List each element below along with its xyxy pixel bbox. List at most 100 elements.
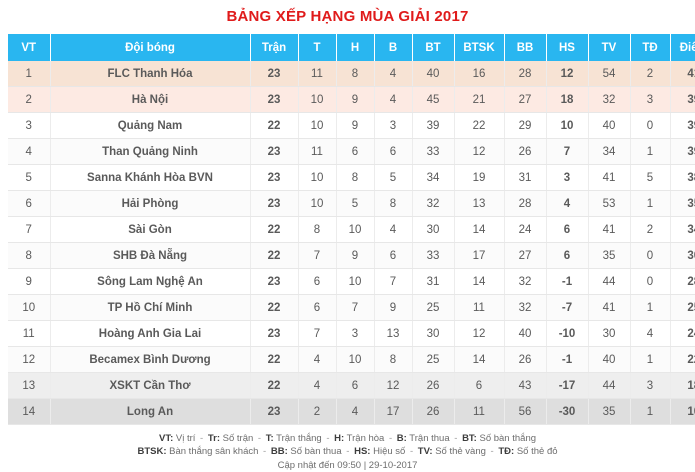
- cell-pos: 12: [8, 346, 51, 373]
- cell-gfa: 21: [454, 86, 505, 113]
- cell-team: FLC Thanh Hóa: [50, 61, 251, 87]
- cell-gd: -1: [546, 346, 589, 373]
- cell-ga: 43: [504, 372, 547, 399]
- cell-draw: 9: [336, 242, 375, 269]
- cell-gf: 32: [412, 190, 455, 217]
- cell-draw: 9: [336, 112, 375, 139]
- cell-loss: 12: [374, 372, 413, 399]
- cell-pos: 13: [8, 372, 51, 399]
- column-header-ga[interactable]: BB: [504, 34, 547, 61]
- column-header-yellow[interactable]: TV: [588, 34, 631, 61]
- cell-red: 1: [630, 398, 671, 425]
- cell-gd: 4: [546, 190, 589, 217]
- column-header-points[interactable]: Điểm: [670, 34, 695, 61]
- cell-gfa: 17: [454, 242, 505, 269]
- cell-team: XSKT Cần Thơ: [50, 372, 251, 399]
- column-header-gf[interactable]: BT: [412, 34, 455, 61]
- cell-ga: 28: [504, 190, 547, 217]
- column-header-played[interactable]: Trận: [250, 34, 299, 61]
- legend-value: Số thẻ vàng: [432, 446, 486, 457]
- cell-loss: 5: [374, 164, 413, 191]
- cell-team: Hải Phòng: [50, 190, 251, 217]
- cell-pos: 2: [8, 86, 51, 113]
- cell-loss: 4: [374, 86, 413, 113]
- cell-red: 0: [630, 242, 671, 269]
- page-title: BẢNG XẾP HẠNG MÙA GIẢI 2017: [226, 8, 469, 25]
- cell-ga: 28: [504, 61, 547, 87]
- column-header-loss[interactable]: B: [374, 34, 413, 61]
- column-header-draw[interactable]: H: [336, 34, 375, 61]
- cell-points: 35: [670, 190, 695, 217]
- cell-win: 2: [298, 398, 337, 425]
- cell-loss: 6: [374, 242, 413, 269]
- cell-yellow: 41: [588, 294, 631, 321]
- cell-ga: 32: [504, 268, 547, 295]
- cell-loss: 3: [374, 112, 413, 139]
- cell-points: 30: [670, 242, 695, 269]
- cell-points: 10: [670, 398, 695, 425]
- table-row[interactable]: 2Hà Nội2310944521271832339: [8, 86, 695, 113]
- cell-draw: 5: [336, 190, 375, 217]
- cell-gfa: 11: [454, 398, 505, 425]
- cell-win: 10: [298, 86, 337, 113]
- cell-draw: 6: [336, 372, 375, 399]
- cell-pos: 7: [8, 216, 51, 243]
- cell-gfa: 11: [454, 294, 505, 321]
- cell-yellow: 32: [588, 86, 631, 113]
- column-header-team[interactable]: Đội bóng: [50, 34, 251, 61]
- cell-played: 22: [250, 112, 299, 139]
- column-header-red[interactable]: TĐ: [630, 34, 671, 61]
- cell-pos: 14: [8, 398, 51, 425]
- cell-team: Hà Nội: [50, 86, 251, 113]
- cell-yellow: 44: [588, 268, 631, 295]
- legend-value: Vị trí: [173, 433, 196, 444]
- cell-red: 2: [630, 61, 671, 87]
- cell-yellow: 30: [588, 320, 631, 347]
- cell-team: Sông Lam Nghệ An: [50, 268, 251, 295]
- cell-win: 4: [298, 346, 337, 373]
- legend-key: H:: [334, 433, 345, 444]
- column-header-gd[interactable]: HS: [546, 34, 589, 61]
- cell-draw: 4: [336, 398, 375, 425]
- cell-win: 4: [298, 372, 337, 399]
- standings-page: BẢNG XẾP HẠNG MÙA GIẢI 2017 VT Đội bóng Tr…: [8, 8, 695, 471]
- cell-gd: -7: [546, 294, 589, 321]
- cell-gd: -10: [546, 320, 589, 347]
- cell-ga: 27: [504, 86, 547, 113]
- column-header-win[interactable]: T: [298, 34, 337, 61]
- column-header-pos[interactable]: VT: [8, 34, 51, 61]
- cell-loss: 8: [374, 346, 413, 373]
- cell-pos: 8: [8, 242, 51, 269]
- cell-win: 7: [298, 320, 337, 347]
- cell-red: 0: [630, 112, 671, 139]
- cell-played: 23: [250, 190, 299, 217]
- cell-points: 39: [670, 112, 695, 139]
- legend-key: BB:: [270, 446, 288, 457]
- cell-yellow: 35: [588, 242, 631, 269]
- cell-win: 8: [298, 216, 337, 243]
- cell-win: 10: [298, 164, 337, 191]
- cell-gd: 6: [546, 242, 589, 269]
- cell-yellow: 40: [588, 346, 631, 373]
- legend-separator: -: [255, 433, 264, 444]
- column-header-gfa[interactable]: BTSK: [454, 34, 505, 61]
- cell-yellow: 41: [588, 164, 631, 191]
- cell-draw: 10: [336, 346, 375, 373]
- legend-value: Hiệu số: [370, 446, 406, 457]
- cell-pos: 4: [8, 138, 51, 165]
- cell-gfa: 14: [454, 268, 505, 295]
- cell-ga: 24: [504, 216, 547, 243]
